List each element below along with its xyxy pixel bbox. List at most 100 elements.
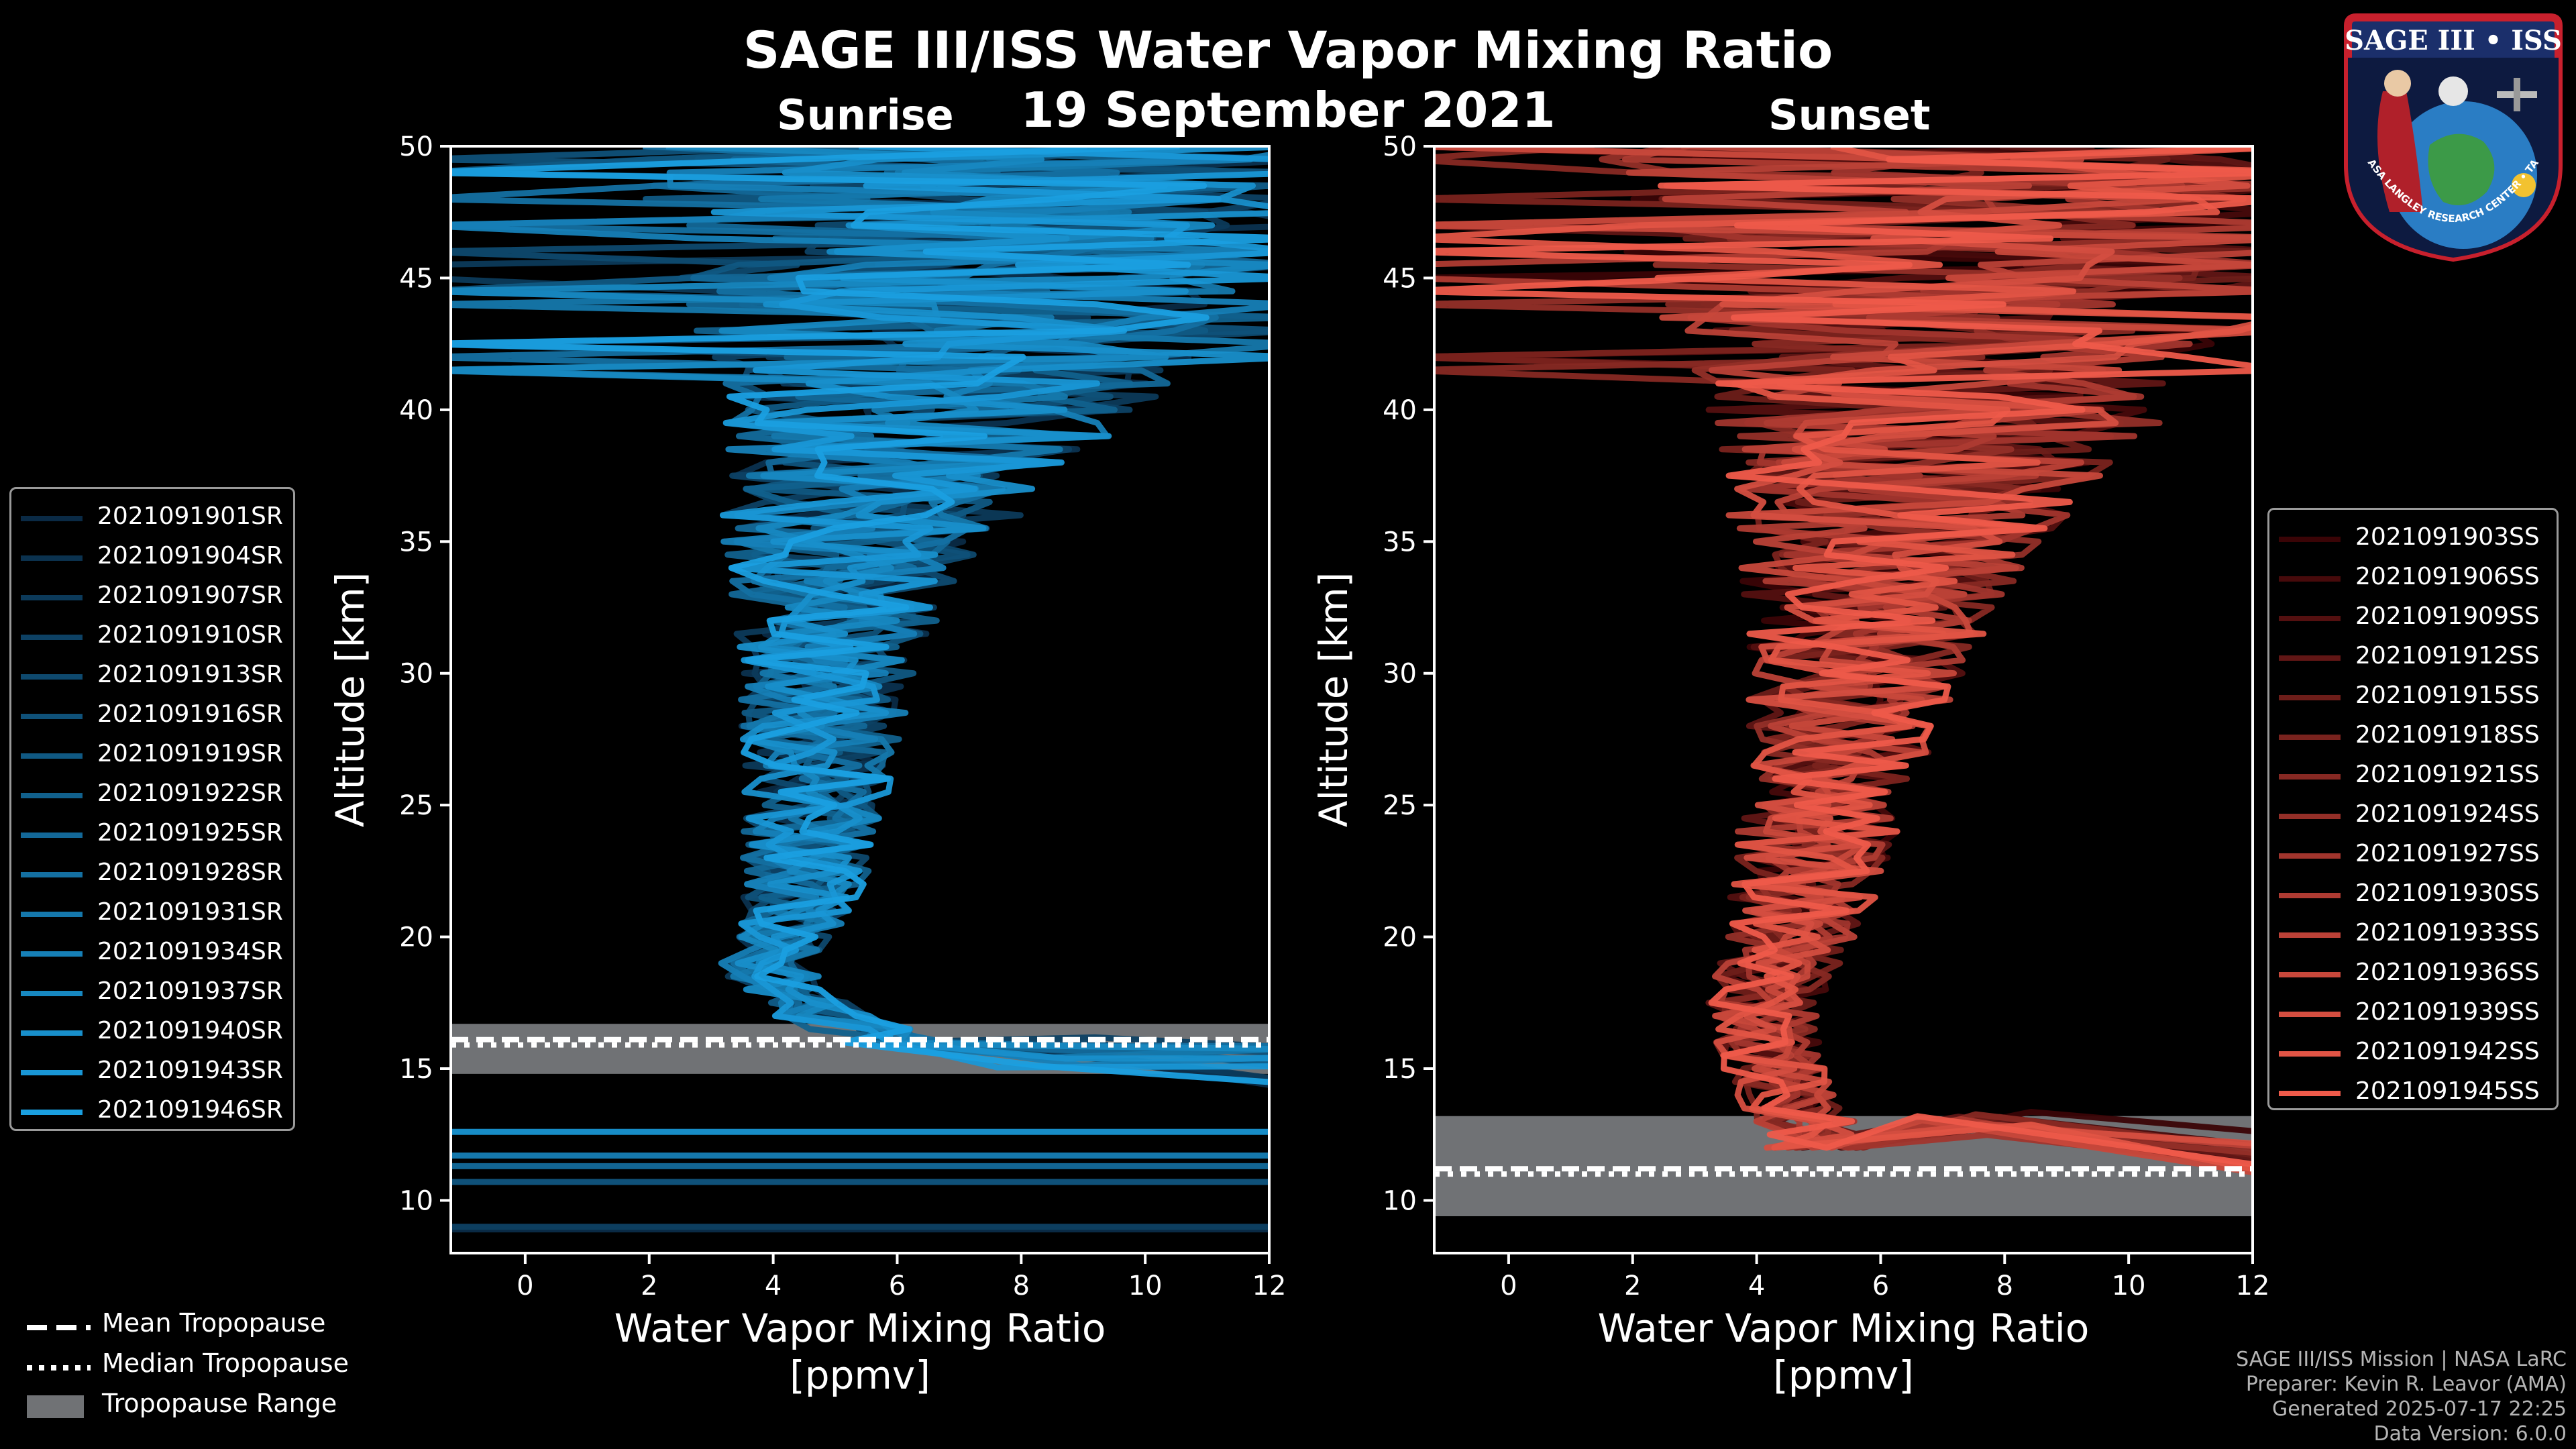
legend-swatch — [2279, 814, 2341, 819]
legend-item-2021091916SR: 2021091916SR — [11, 696, 293, 736]
legend-label: 2021091930SS — [2355, 879, 2540, 907]
legend-swatch — [2279, 932, 2341, 938]
legend-item-2021091901SR: 2021091901SR — [11, 498, 293, 538]
sr-x-tick-label: 4 — [765, 1271, 782, 1301]
legend-label: 2021091945SS — [2355, 1077, 2540, 1105]
legend-swatch — [21, 991, 83, 996]
legend-swatch — [21, 635, 83, 640]
legend-label: 2021091916SR — [97, 700, 283, 728]
legend-item-2021091912SS: 2021091912SS — [2269, 638, 2557, 678]
legend-item-2021091906SS: 2021091906SS — [2269, 559, 2557, 598]
legend-item-2021091934SR: 2021091934SR — [11, 934, 293, 973]
ss-y-axis-label: Altitude [km] — [1311, 572, 1356, 827]
moon-icon — [2438, 76, 2468, 106]
credit-version: Data Version: 6.0.0 — [2373, 1422, 2567, 1446]
sr-y-axis-label: Altitude [km] — [327, 572, 373, 827]
tropopause-legend: Mean Tropopause Median Tropopause Tropop… — [20, 1308, 396, 1429]
legend-label: 2021091931SR — [97, 898, 283, 926]
sr-y-tick-label: 30 — [399, 659, 433, 690]
legend-swatch — [2279, 1091, 2341, 1096]
sr-x-tick-label: 0 — [517, 1271, 533, 1301]
legend-label: 2021091912SS — [2355, 642, 2540, 669]
sr-y-tick-label: 50 — [399, 131, 433, 162]
sr-profile-line — [451, 146, 1269, 1052]
ss-y-tick-label: 45 — [1383, 263, 1417, 294]
legend-label: 2021091915SS — [2355, 682, 2540, 709]
sr-y-tick-label: 25 — [399, 790, 433, 821]
legend-item-2021091931SR: 2021091931SR — [11, 894, 293, 934]
sr-profile-line — [451, 146, 1269, 1085]
legend-swatch — [21, 1110, 83, 1115]
ss-x-tick-label: 6 — [1872, 1271, 1889, 1301]
range-swatch — [27, 1395, 84, 1418]
legend-item-2021091933SS: 2021091933SS — [2269, 915, 2557, 955]
sr-panel: 0 2 4 6 8 10 12 10 15 20 25 30 35 40 45 50 Water Vapor M… — [327, 131, 1287, 1398]
legend-swatch — [2279, 972, 2341, 977]
legend-item-2021091937SR: 2021091937SR — [11, 973, 293, 1013]
sr-y-tick-label: 20 — [399, 922, 433, 953]
ss-y-tick-label: 35 — [1383, 527, 1417, 557]
legend-swatch — [21, 555, 83, 561]
legend-item-2021091936SS: 2021091936SS — [2269, 955, 2557, 994]
sr-x-tick-label: 8 — [1013, 1271, 1030, 1301]
legend-item-2021091930SS: 2021091930SS — [2269, 875, 2557, 915]
ss-x-tick-label: 8 — [1996, 1271, 2013, 1301]
legend-item-2021091909SS: 2021091909SS — [2269, 598, 2557, 638]
ss-axes-frame — [1433, 145, 2254, 1254]
ss-profile-line — [1434, 146, 2253, 1173]
sr-x-tick-label: 10 — [1128, 1271, 1163, 1301]
sr-x-axis-label: Water Vapor Mixing Ratio — [614, 1305, 1106, 1351]
legend-item-2021091946SR: 2021091946SR — [11, 1092, 293, 1132]
legend-label: 2021091942SS — [2355, 1038, 2540, 1065]
legend-item-2021091925SR: 2021091925SR — [11, 815, 293, 855]
legend-item-2021091919SR: 2021091919SR — [11, 736, 293, 775]
legend-swatch — [2279, 655, 2341, 661]
ss-y-tick-label: 30 — [1383, 659, 1417, 690]
ss-x-tick-label: 2 — [1624, 1271, 1641, 1301]
ss-y-tick-label: 40 — [1383, 395, 1417, 426]
legend-label: 2021091939SS — [2355, 998, 2540, 1026]
legend-label: 2021091909SS — [2355, 602, 2540, 630]
chart-date: 19 September 2021 — [1020, 82, 1556, 138]
sunrise-subtitle: Sunrise — [777, 91, 954, 140]
credits: SAGE III/ISS Mission | NASA LaRC Prepare… — [2236, 1347, 2567, 1446]
ss-x-tick-label: 0 — [1500, 1271, 1517, 1301]
sr-y-tick-label: 15 — [399, 1054, 433, 1085]
sr-y-tick-label: 45 — [399, 263, 433, 294]
mean-tropopause-label: Mean Tropopause — [102, 1308, 326, 1338]
sr-y-tick-label: 40 — [399, 395, 433, 426]
sr-x-tick-label: 12 — [1252, 1271, 1287, 1301]
median-tropopause-label: Median Tropopause — [102, 1348, 349, 1378]
median-dot-swatch — [27, 1365, 91, 1371]
legend-item-2021091924SS: 2021091924SS — [2269, 796, 2557, 836]
tropopause-range-label: Tropopause Range — [102, 1389, 337, 1418]
legend-swatch — [2279, 853, 2341, 859]
sun-icon — [2512, 173, 2536, 197]
legend-swatch — [2279, 774, 2341, 780]
legend-swatch — [2279, 735, 2341, 740]
legend-swatch — [2279, 537, 2341, 542]
ss-profile-line — [1434, 146, 2253, 1168]
legend-item-2021091907SR: 2021091907SR — [11, 578, 293, 617]
legend-item-2021091927SS: 2021091927SS — [2269, 836, 2557, 875]
legend-label: 2021091903SS — [2355, 523, 2540, 551]
sunset-legend: 2021091903SS 2021091906SS 2021091909SS 2021… — [2267, 508, 2559, 1110]
legend-label: 2021091925SR — [97, 819, 283, 847]
legend-item-2021091913SR: 2021091913SR — [11, 657, 293, 696]
legend-item-2021091943SR: 2021091943SR — [11, 1053, 293, 1092]
legend-item-2021091910SR: 2021091910SR — [11, 617, 293, 657]
legend-label: 2021091921SS — [2355, 761, 2540, 788]
legend-swatch — [2279, 695, 2341, 700]
sr-plot-area — [451, 146, 1269, 1233]
legend-label: 2021091910SR — [97, 621, 283, 649]
legend-label: 2021091937SR — [97, 977, 283, 1005]
credit-preparer: Preparer: Kevin R. Leavor (AMA) — [2245, 1373, 2567, 1396]
legend-mean-tropopause: Mean Tropopause — [20, 1308, 396, 1348]
ss-plot-area — [1434, 146, 2253, 1216]
legend-swatch — [21, 872, 83, 877]
legend-item-2021091928SR: 2021091928SR — [11, 855, 293, 894]
legend-label: 2021091922SR — [97, 780, 283, 807]
legend-item-2021091918SS: 2021091918SS — [2269, 717, 2557, 757]
legend-label: 2021091919SR — [97, 740, 283, 767]
